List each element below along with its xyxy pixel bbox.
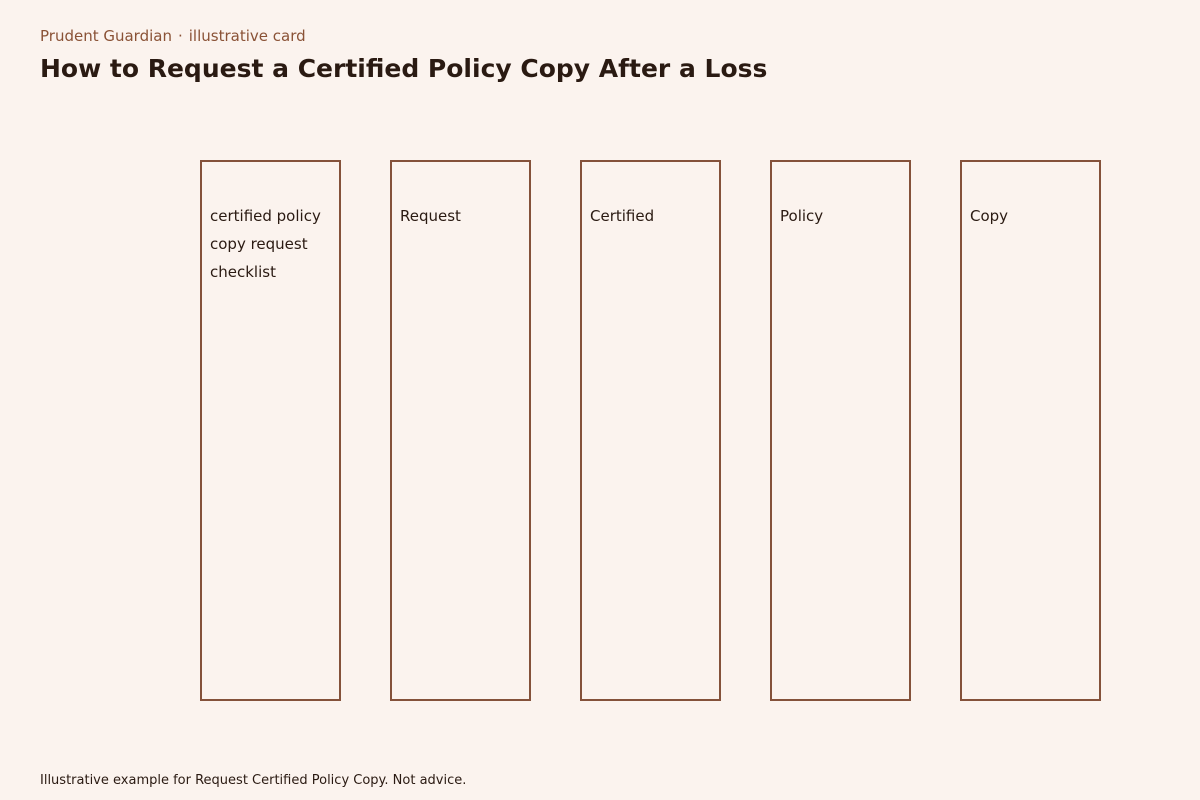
diagram-columns: certified policy copy request checklist … [200, 160, 1101, 701]
page-title: How to Request a Certified Policy Copy A… [40, 54, 768, 83]
column-label: certified policy copy request checklist [210, 207, 321, 281]
card-eyebrow: Prudent Guardian · illustrative card [40, 27, 306, 45]
column-request: Request [390, 160, 531, 701]
eyebrow-separator: · [177, 27, 183, 45]
card-tag: illustrative card [188, 27, 306, 45]
column-label: Copy [970, 207, 1009, 225]
column-policy: Policy [770, 160, 911, 701]
column-label: Request [400, 207, 461, 225]
column-certified: Certified [580, 160, 721, 701]
column-label: Certified [590, 207, 655, 225]
column-checklist: certified policy copy request checklist [200, 160, 341, 701]
column-copy: Copy [960, 160, 1101, 701]
column-label: Policy [780, 207, 824, 225]
disclaimer-footer: Illustrative example for Request Certifi… [40, 773, 467, 788]
brand-name: Prudent Guardian [40, 27, 172, 45]
